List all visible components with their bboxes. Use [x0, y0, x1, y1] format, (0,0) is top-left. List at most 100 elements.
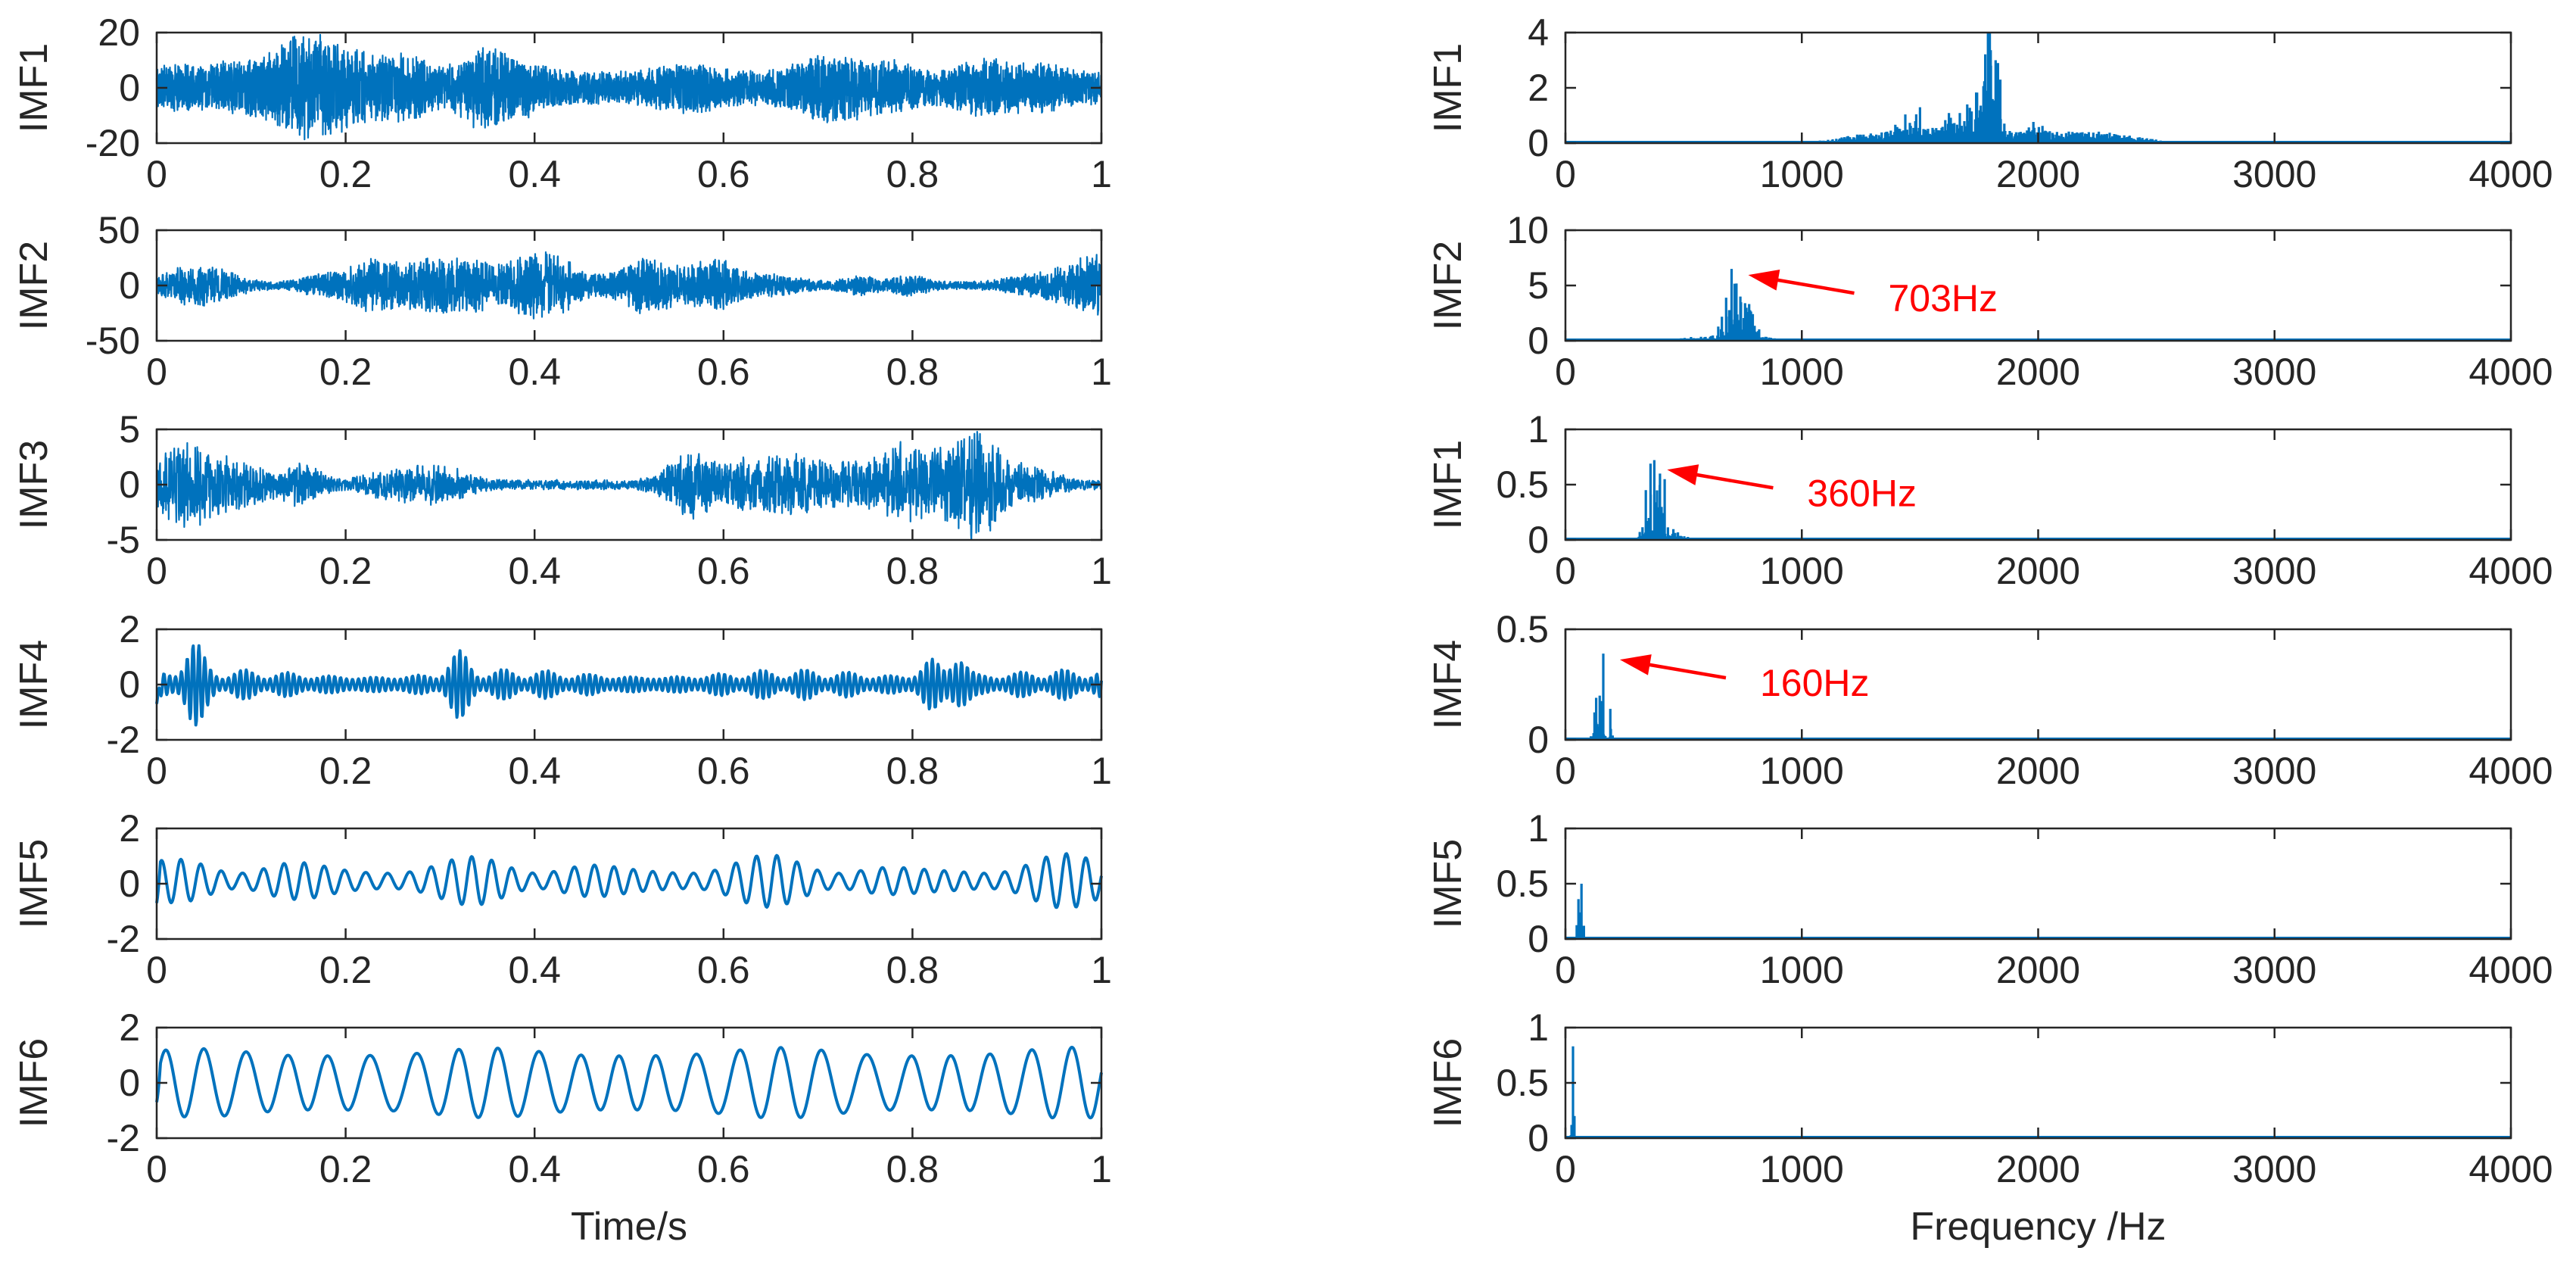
x-tick-label: 0.2: [319, 550, 372, 592]
y-tick-label: 0: [1528, 122, 1549, 164]
y-tick-label: 1: [1528, 807, 1549, 850]
y-tick-label: -50: [86, 320, 140, 362]
y-axis-label: IMF5: [12, 839, 56, 928]
x-tick-label: 1: [1091, 750, 1112, 792]
series-f6: [1565, 1046, 2511, 1139]
chart-f2: 0 1000 2000 3000 4000 0 5 10 IMF2 703Hz: [1426, 209, 2553, 393]
x-tick-label: 2000: [1996, 1148, 2080, 1190]
x-tick-label: 2000: [1996, 153, 2080, 195]
y-tick-label: 0.5: [1496, 863, 1549, 905]
y-tick-label: 2: [119, 1006, 140, 1049]
annotation-arrow-shaft: [1768, 276, 1855, 295]
spectrum-bars: [1573, 884, 1586, 939]
series-t2: [155, 251, 1103, 320]
x-tick-label: 3000: [2232, 1148, 2316, 1190]
x-tick-label: 0: [1555, 550, 1576, 592]
y-tick-label: 0: [119, 67, 140, 109]
x-tick-label: 1: [1091, 949, 1112, 991]
y-axis-label: IMF4: [12, 640, 56, 729]
y-axis-label: IMF5: [1426, 839, 1470, 928]
x-tick-label: 4000: [2469, 550, 2553, 592]
signal-line: [155, 852, 1103, 909]
x-tick-label: 0.8: [886, 1148, 939, 1190]
y-tick-label: -5: [107, 519, 140, 561]
y-tick-label: 0: [119, 663, 140, 706]
annotation-arrow-head: [1748, 270, 1780, 291]
annotation-f3: 360Hz: [1667, 464, 1917, 514]
y-tick-label: 0: [119, 264, 140, 307]
x-tick-label: 0: [1555, 351, 1576, 393]
x-tick-label: 1: [1091, 153, 1112, 195]
y-axis-label: IMF1: [1426, 440, 1470, 529]
axes-frame: [1564, 628, 2512, 741]
x-tick-label: 0: [146, 750, 167, 792]
series-t3: [155, 430, 1103, 541]
x-tick-label: 0.6: [697, 153, 750, 195]
y-tick-label: 0: [119, 863, 140, 905]
x-tick-label: 0: [1555, 1148, 1576, 1190]
x-tick-label: 0.4: [508, 153, 561, 195]
x-tick-label: 4000: [2469, 153, 2553, 195]
y-tick-label: 2: [119, 608, 140, 650]
x-tick-label: 1000: [1760, 750, 1844, 792]
y-tick-label: 10: [1506, 209, 1549, 251]
series-t6: [155, 1046, 1103, 1120]
x-tick-label: 0.2: [319, 153, 372, 195]
x-tick-label: 3000: [2232, 550, 2316, 592]
y-tick-label: 5: [1528, 264, 1549, 307]
x-tick-label: 1000: [1760, 550, 1844, 592]
x-tick-label: 0.6: [697, 550, 750, 592]
x-tick-label: 4000: [2469, 750, 2553, 792]
signal-line: [155, 430, 1103, 541]
x-tick-label: 2000: [1996, 750, 2080, 792]
y-axis-label: IMF1: [1426, 43, 1470, 133]
x-tick-label: 3000: [2232, 351, 2316, 393]
chart-f4: 0 1000 2000 3000 4000 0 0.5 IMF4 160Hz: [1426, 608, 2553, 792]
x-tick-label: 4000: [2469, 1148, 2553, 1190]
spectrum-bars: [1569, 1046, 1576, 1138]
y-tick-label: -2: [107, 1117, 140, 1159]
series-t4: [155, 644, 1103, 727]
y-tick-label: -2: [107, 719, 140, 761]
x-tick-label: 0.8: [886, 153, 939, 195]
y-tick-label: 2: [119, 807, 140, 850]
x-tick-label: 1000: [1760, 351, 1844, 393]
y-tick-label: 0: [1528, 519, 1549, 561]
annotation-label: 703Hz: [1889, 277, 1998, 320]
x-tick-label: 0.6: [697, 351, 750, 393]
x-tick-label: 3000: [2232, 153, 2316, 195]
y-axis-label: IMF2: [12, 241, 56, 330]
x-tick-label: 0: [146, 1148, 167, 1190]
spectrum-bars: [1587, 654, 1616, 740]
x-tick-label: 0.4: [508, 1148, 561, 1190]
annotation-f2: 703Hz: [1748, 270, 1998, 320]
x-tick-label: 0.4: [508, 550, 561, 592]
y-tick-label: 0: [1528, 719, 1549, 761]
signal-line: [155, 1046, 1103, 1120]
y-tick-label: 0: [119, 1062, 140, 1104]
annotation-label: 160Hz: [1760, 662, 1870, 704]
x-tick-label: 0.6: [697, 1148, 750, 1190]
y-axis-label: IMF6: [1426, 1038, 1470, 1128]
x-tick-label: 1: [1091, 1148, 1112, 1190]
x-tick-label: 0.8: [886, 949, 939, 991]
y-axis-label: IMF6: [12, 1038, 56, 1128]
y-tick-label: 50: [98, 209, 140, 251]
chart-f5: 0 1000 2000 3000 4000 0 0.5 1 IMF5: [1426, 807, 2553, 991]
signal-line: [155, 33, 1103, 141]
y-axis-label: IMF2: [1426, 241, 1470, 330]
x-tick-label: 4000: [2469, 949, 2553, 991]
annotation-arrow-shaft: [1639, 661, 1727, 680]
y-tick-label: 20: [98, 11, 140, 54]
x-tick-label: 1000: [1760, 1148, 1844, 1190]
y-axis-label: IMF3: [12, 440, 56, 529]
x-tick-label: 2000: [1996, 550, 2080, 592]
y-tick-label: 5: [119, 408, 140, 451]
annotation-arrow-shaft: [1687, 471, 1774, 490]
x-tick-label: 0.8: [886, 750, 939, 792]
signal-line: [155, 251, 1103, 320]
y-axis-label: IMF4: [1426, 640, 1470, 729]
axes-frame: [1564, 428, 2512, 541]
x-tick-label: 0: [146, 949, 167, 991]
